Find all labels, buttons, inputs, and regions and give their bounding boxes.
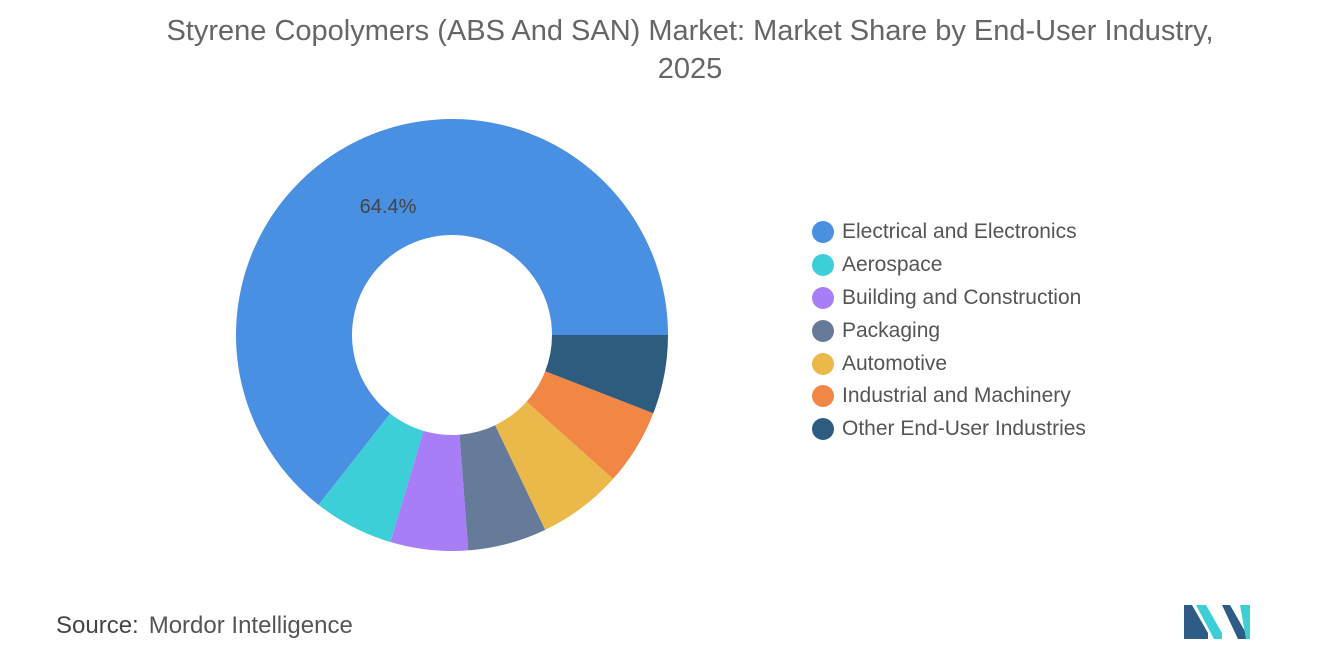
legend-swatch — [812, 286, 834, 309]
legend-item-automotive: Automotive — [812, 347, 1086, 380]
legend-label: Building and Construction — [842, 285, 1082, 309]
slice-other-end-user-industries — [545, 335, 668, 414]
donut-slice-labels: 64.4% — [360, 196, 417, 218]
legend-label: Packaging — [842, 318, 941, 342]
legend-label: Other End-User Industries — [842, 417, 1086, 441]
legend-swatch — [812, 254, 834, 277]
chart-title: Styrene Copolymers (ABS And SAN) Market:… — [166, 15, 1214, 85]
legend-swatch — [812, 385, 834, 408]
legend-item-electrical-and-electronics: Electrical and Electronics — [812, 216, 1086, 249]
legend-item-other-end-user-industries: Other End-User Industries — [812, 413, 1086, 446]
slice-building-and-construction — [390, 430, 469, 551]
legend-label: Automotive — [842, 351, 948, 375]
legend-swatch — [812, 319, 834, 342]
source-line: Source: Mordor Intelligence — [56, 612, 353, 640]
mordor-intelligence-logo-icon — [1184, 605, 1250, 639]
donut-slices — [236, 118, 668, 551]
legend-swatch — [812, 352, 834, 375]
source-label: Source: — [56, 612, 139, 639]
legend-item-packaging: Packaging — [812, 314, 1086, 347]
slice-automotive — [495, 401, 614, 530]
slice-aerospace — [318, 413, 424, 543]
legend-swatch — [812, 221, 834, 244]
legend-item-industrial-and-machinery: Industrial and Machinery — [812, 380, 1086, 413]
legend-label: Electrical and Electronics — [842, 220, 1077, 244]
slice-industrial-and-machinery — [526, 371, 654, 479]
slice-electrical-and-electronics — [236, 118, 668, 505]
legend: Electrical and Electronics Aerospace Build… — [812, 216, 1086, 446]
slice-label-electrical-and-electronics: 64.4% — [360, 196, 417, 218]
legend-swatch — [812, 418, 834, 441]
slice-packaging — [459, 425, 546, 551]
legend-label: Industrial and Machinery — [842, 384, 1071, 408]
legend-item-building-and-construction: Building and Construction — [812, 282, 1086, 315]
legend-item-aerospace: Aerospace — [812, 249, 1086, 282]
source-value: Mordor Intelligence — [148, 612, 353, 639]
legend-label: Aerospace — [842, 253, 943, 277]
